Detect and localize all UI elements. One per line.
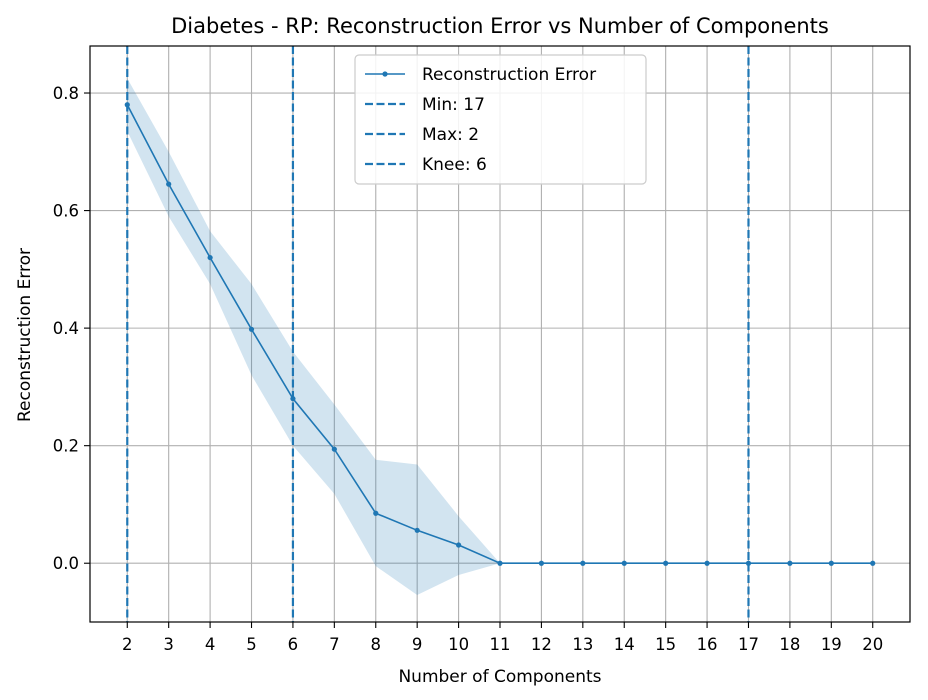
- data-point: [828, 560, 834, 566]
- x-tick-label: 8: [371, 635, 382, 654]
- data-point: [207, 254, 213, 261]
- data-point: [373, 510, 379, 516]
- x-axis-ticks: 2 3 4 5 6 7 8 9 10 11 12 13 14 15 16 17 18 19 20: [122, 622, 883, 654]
- x-tick-label: 10: [448, 635, 469, 654]
- std-band: [127, 78, 873, 595]
- x-tick-label: 16: [697, 635, 718, 654]
- data-point: [331, 446, 337, 452]
- data-point: [745, 560, 752, 566]
- data-point: [455, 542, 462, 548]
- data-point: [497, 560, 503, 566]
- chart-title: Diabetes - RP: Reconstruction Error vs N…: [171, 14, 829, 38]
- data-point: [704, 560, 710, 566]
- x-tick-label: 2: [122, 635, 133, 654]
- x-tick-label: 20: [862, 635, 883, 654]
- data-point: [248, 326, 255, 332]
- x-tick-label: 4: [205, 635, 216, 654]
- x-tick-label: 3: [163, 635, 174, 654]
- legend-label: Reconstruction Error: [422, 65, 596, 85]
- reference-lines: [126, 46, 750, 622]
- x-tick-label: 19: [821, 635, 842, 654]
- x-tick-label: 11: [490, 635, 511, 654]
- legend-label: Knee: 6: [422, 155, 487, 175]
- data-point: [414, 527, 420, 533]
- x-tick-label: 5: [246, 635, 257, 654]
- y-tick-label: 0.6: [53, 202, 79, 221]
- legend-label: Max: 2: [422, 125, 479, 145]
- x-tick-label: 9: [412, 635, 423, 654]
- x-tick-label: 13: [572, 635, 593, 654]
- y-axis-ticks: 0.0 0.2 0.4 0.6 0.8: [53, 84, 90, 573]
- y-tick-label: 0.0: [53, 554, 79, 573]
- data-point: [538, 560, 545, 566]
- x-tick-label: 6: [288, 635, 299, 654]
- data-point: [290, 396, 296, 402]
- data-point: [621, 560, 627, 566]
- data-point: [580, 560, 586, 566]
- x-axis-label: Number of Components: [398, 667, 601, 687]
- legend-label: Min: 17: [422, 95, 485, 115]
- x-tick-label: 18: [779, 635, 800, 654]
- data-point: [870, 560, 876, 566]
- x-tick-label: 15: [655, 635, 676, 654]
- x-tick-label: 17: [738, 635, 759, 654]
- error-band: [127, 78, 873, 595]
- y-tick-label: 0.4: [53, 319, 79, 338]
- series-line: [124, 102, 876, 566]
- x-tick-label: 14: [614, 635, 635, 654]
- legend: Reconstruction Error Min: 17 Max: 2 Knee: 6: [354, 54, 647, 185]
- x-tick-label: 7: [329, 635, 340, 654]
- x-tick-label: 12: [531, 635, 552, 654]
- y-tick-label: 0.2: [53, 437, 79, 456]
- y-tick-label: 0.8: [53, 84, 79, 103]
- legend-box: [354, 54, 647, 185]
- data-point: [166, 181, 172, 187]
- data-point: [787, 560, 793, 566]
- y-axis-label: Reconstruction Error: [15, 248, 35, 422]
- legend-swatch-marker: [382, 71, 388, 77]
- data-point: [663, 560, 669, 566]
- data-point: [124, 102, 130, 108]
